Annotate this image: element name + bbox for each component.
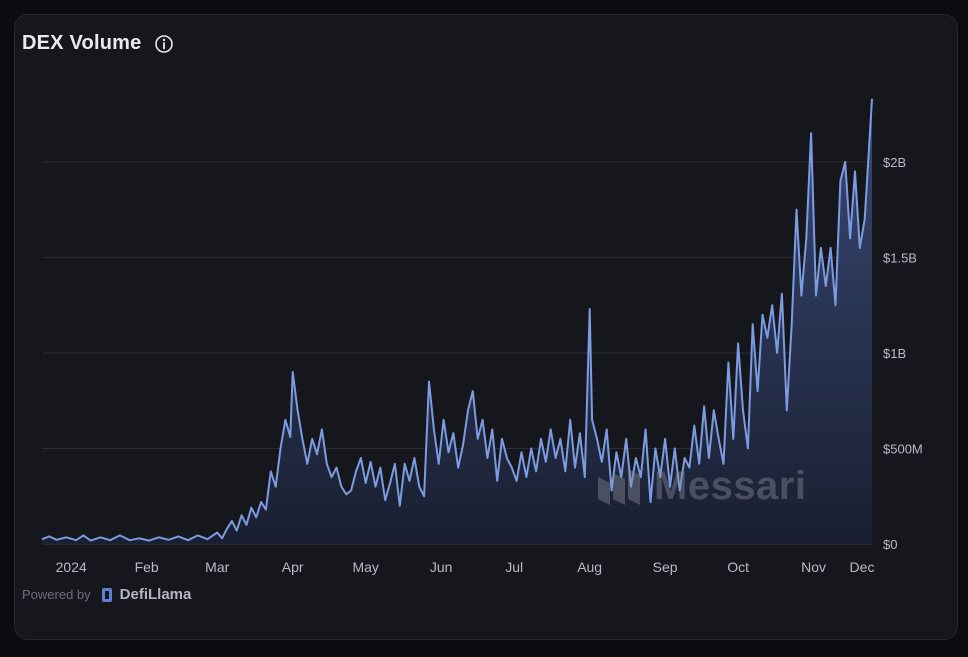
watermark-text: Messari [654, 464, 807, 508]
messari-logo-icon [598, 468, 642, 505]
x-tick-label: Jun [430, 559, 453, 575]
watermark: Messari [598, 464, 806, 509]
y-tick-label: $1B [883, 346, 906, 361]
defillama-logo-icon [101, 587, 115, 603]
x-tick-label: Sep [653, 559, 678, 575]
y-tick-label: $0 [883, 537, 897, 552]
x-tick-label: 2024 [56, 559, 87, 575]
x-tick-label: Feb [135, 559, 159, 575]
x-tick-label: Aug [577, 559, 602, 575]
chart-title: DEX Volume [22, 32, 142, 54]
volume-area [42, 98, 872, 545]
info-icon[interactable] [154, 34, 174, 54]
x-tick-label: Mar [205, 559, 229, 575]
x-tick-label: Apr [282, 559, 304, 575]
defillama-name: DefiLlama [119, 586, 192, 603]
x-tick-label: Nov [801, 559, 826, 575]
powered-by-label: Powered by [22, 587, 91, 602]
x-axis-labels: 2024 Feb Mar Apr May Jun Jul Aug Sep Oct Nov Dec [56, 559, 875, 575]
x-tick-label: Oct [727, 559, 749, 575]
x-tick-label: Jul [505, 559, 523, 575]
powered-by: Powered by DefiLlama [22, 586, 191, 603]
x-tick-label: May [352, 559, 378, 575]
defillama-link[interactable]: DefiLlama [101, 586, 192, 603]
y-tick-label: $1.5B [883, 250, 917, 265]
chart-header: DEX Volume [22, 32, 174, 55]
y-tick-label: $2B [883, 155, 906, 170]
volume-line[interactable] [41, 98, 873, 542]
y-tick-label: $500M [883, 441, 923, 456]
y-axis-labels: $0 $500M $1B $1.5B $2B [883, 155, 923, 552]
x-tick-label: Dec [850, 559, 875, 575]
